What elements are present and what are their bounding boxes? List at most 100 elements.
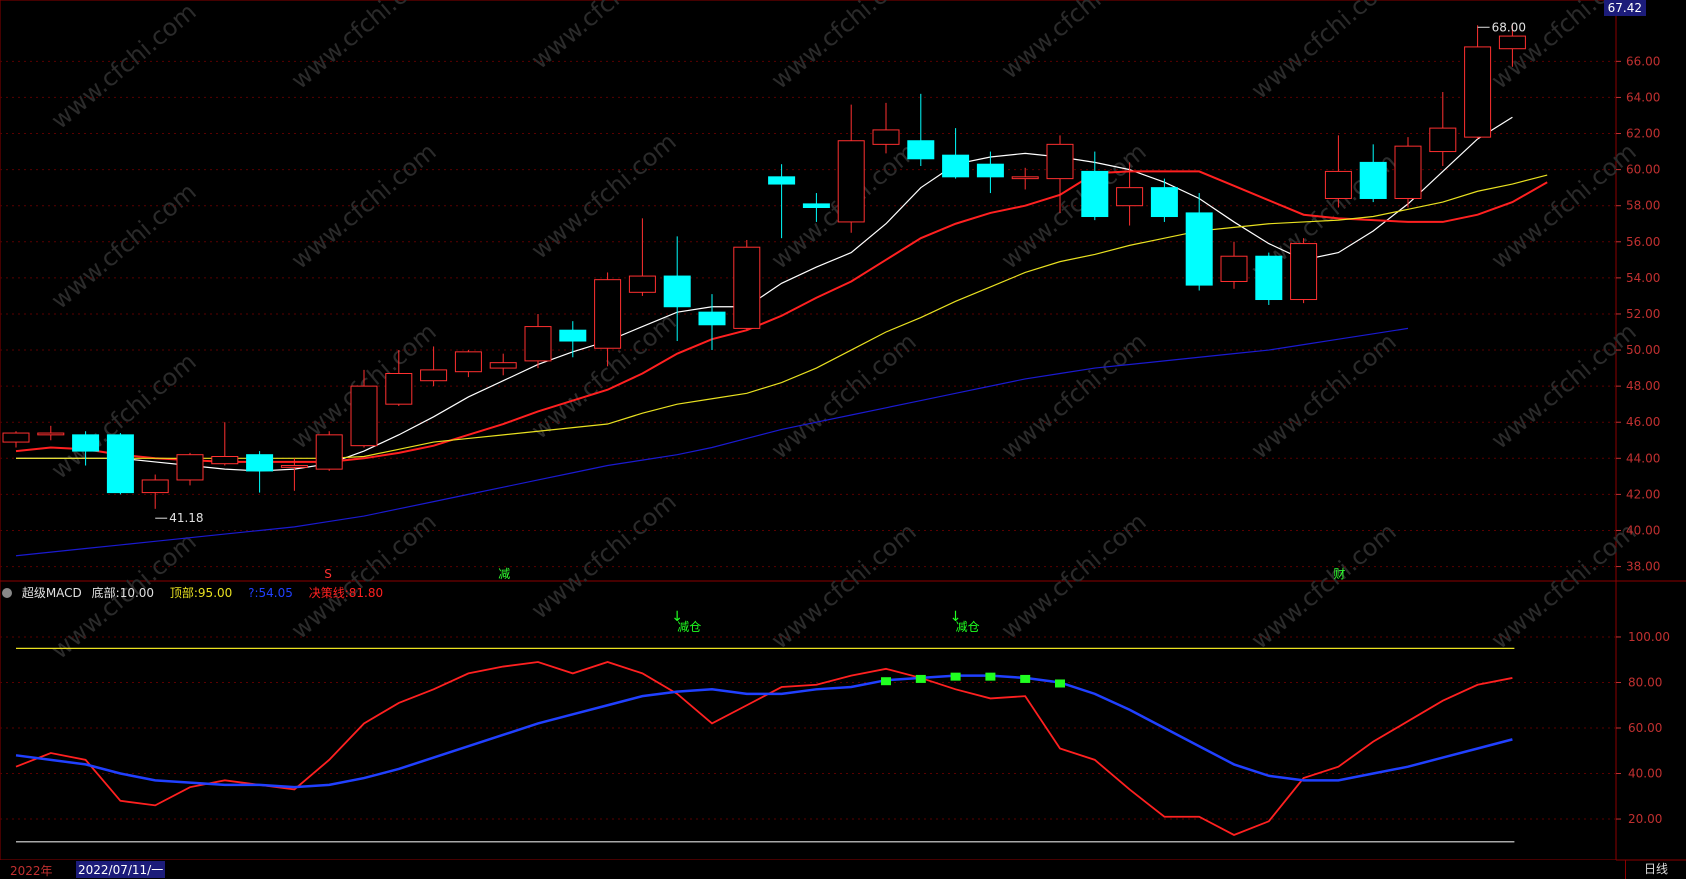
watermark-text: www.cfchi.com	[286, 137, 442, 274]
watermark-text: www.cfchi.com	[286, 507, 442, 644]
candle-body	[211, 456, 239, 465]
candle-body	[420, 369, 448, 382]
price-tick-label: 58.00	[1626, 199, 1660, 213]
candle	[594, 272, 622, 367]
candle	[1116, 162, 1144, 226]
indicator-tick-label: 80.00	[1628, 675, 1662, 689]
candle	[1150, 178, 1178, 222]
candle-body	[2, 432, 30, 443]
candle	[176, 452, 204, 486]
candle-body	[106, 434, 134, 494]
date-bar: 2022年 2022/07/11/一	[0, 860, 1616, 879]
candle-body	[1046, 143, 1074, 180]
signal-marker: 减	[498, 567, 510, 581]
candle-body	[176, 454, 204, 481]
candle	[37, 425, 65, 441]
candle	[246, 451, 274, 493]
indicator-tick-label: 40.00	[1628, 767, 1662, 781]
price-tick-label: 66.00	[1626, 54, 1660, 68]
candle-body	[141, 479, 169, 494]
price-tick-label: 44.00	[1626, 451, 1660, 465]
signal-label: 减仓	[956, 620, 980, 634]
candle-body	[350, 385, 378, 447]
candle-body	[1498, 35, 1526, 50]
watermark-text: www.cfchi.com	[526, 487, 682, 624]
green-square-marker	[1020, 674, 1031, 683]
candle	[350, 369, 378, 448]
timeframe-button[interactable]: 日线	[1625, 860, 1686, 879]
param-bottom: 底部:10.00	[91, 586, 155, 600]
watermark-text: www.cfchi.com	[766, 517, 922, 654]
watermark-text: www.cfchi.com	[526, 0, 682, 75]
current-price-badge: 67.42	[1603, 0, 1646, 16]
candle	[1081, 151, 1109, 221]
candle-body	[1185, 212, 1213, 286]
candle	[1498, 25, 1526, 67]
candle-body	[524, 326, 552, 362]
watermark-text: www.cfchi.com	[996, 327, 1152, 464]
candle	[211, 422, 239, 466]
year-label: 2022年	[10, 864, 53, 878]
price-tick-label: 50.00	[1626, 343, 1660, 357]
candle	[141, 474, 169, 509]
candle-body	[976, 163, 1004, 178]
indicator-name[interactable]: 超级MACD	[21, 586, 82, 600]
indicator-line	[15, 661, 1513, 836]
green-square-marker	[881, 677, 891, 686]
price-tick-label: 56.00	[1626, 235, 1660, 249]
candle	[315, 431, 343, 471]
candle	[628, 218, 656, 296]
watermark-text: www.cfchi.com	[1486, 517, 1642, 654]
watermark-text: www.cfchi.com	[286, 0, 442, 95]
candle-body	[1220, 255, 1248, 282]
candle-body	[802, 203, 830, 209]
candle	[1464, 25, 1492, 139]
candle-body	[768, 176, 796, 185]
candle	[1011, 167, 1039, 190]
signal-marker: S	[324, 567, 332, 581]
indicator-tick-label: 20.00	[1628, 812, 1662, 826]
candle-body	[1255, 255, 1283, 301]
indicator-line	[15, 674, 1513, 789]
watermark-text: www.cfchi.com	[1246, 0, 1402, 105]
candle	[663, 236, 691, 342]
candle-body	[837, 140, 865, 223]
green-square-marker	[915, 674, 926, 683]
candle	[1359, 144, 1387, 203]
candle	[1324, 135, 1352, 208]
candle-body	[907, 140, 935, 160]
watermark-text: www.cfchi.com	[1246, 327, 1402, 464]
candle-body	[698, 311, 726, 326]
price-tick-label: 52.00	[1626, 307, 1660, 321]
candle	[837, 104, 865, 233]
price-annotation: 68.00	[1492, 20, 1526, 34]
candle-body	[1290, 243, 1318, 301]
indicator-tick-label: 100.00	[1628, 630, 1670, 644]
date-cursor-label: 2022/07/11/一	[76, 861, 166, 878]
candle-body	[1011, 176, 1039, 180]
price-tick-label: 42.00	[1626, 487, 1660, 501]
watermark-text: www.cfchi.com	[766, 327, 922, 464]
candle	[524, 313, 552, 369]
price-panel-frame	[0, 0, 1617, 582]
candle-body	[1359, 161, 1387, 199]
param-trend: ?:54.05	[248, 586, 293, 600]
green-square-marker	[1055, 679, 1065, 688]
watermark-text: www.cfchi.com	[526, 127, 682, 264]
watermark-text: www.cfchi.com	[1246, 517, 1402, 654]
candle	[768, 164, 796, 239]
candle	[872, 102, 900, 154]
candle	[1255, 252, 1283, 305]
signal-marker: 财	[1333, 567, 1345, 581]
candle	[454, 350, 482, 378]
candle-body	[559, 329, 587, 342]
price-tick-label: 40.00	[1626, 523, 1660, 537]
signal-label: 减仓	[677, 620, 701, 634]
watermark-text: www.cfchi.com	[996, 507, 1152, 644]
collapse-icon[interactable]	[2, 588, 12, 598]
candle-body	[72, 434, 100, 452]
price-tick-label: 46.00	[1626, 415, 1660, 429]
candle	[802, 193, 830, 222]
green-square-marker	[950, 672, 961, 681]
